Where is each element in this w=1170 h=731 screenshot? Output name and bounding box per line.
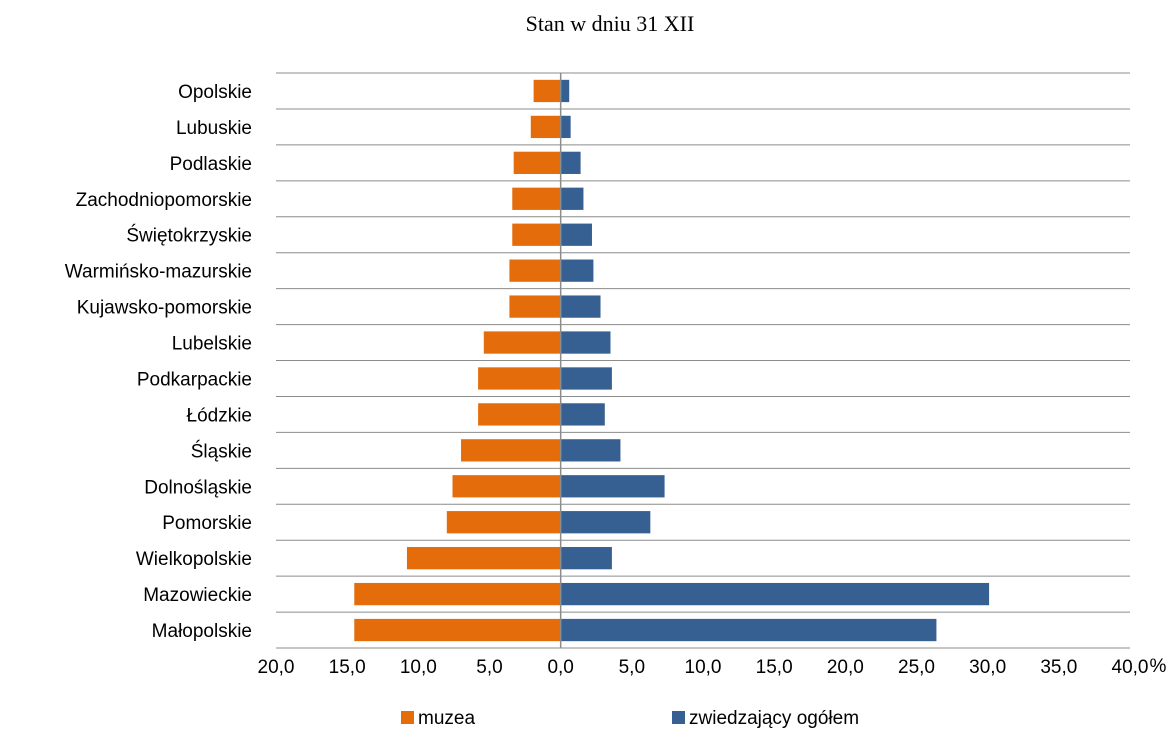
bar-muzea bbox=[512, 223, 561, 246]
category-label: Wielkopolskie bbox=[136, 549, 252, 570]
bar-muzea bbox=[509, 295, 561, 318]
bar-zwiedzajacy bbox=[560, 115, 571, 139]
x-tick-label: 5,0 bbox=[619, 657, 645, 678]
legend-swatch bbox=[672, 711, 685, 724]
bar-zwiedzajacy bbox=[560, 511, 651, 534]
bar-muzea bbox=[533, 79, 561, 103]
x-tick-label: 35,0 bbox=[1040, 657, 1077, 678]
bar-zwiedzajacy bbox=[560, 331, 611, 354]
category-label: Opolskie bbox=[178, 82, 252, 103]
x-tick-label: 15,0 bbox=[756, 657, 793, 678]
bar-muzea bbox=[509, 259, 561, 282]
x-tick-label: 10,0 bbox=[400, 657, 437, 678]
bar-muzea bbox=[446, 511, 561, 534]
category-label: Łódzkie bbox=[187, 405, 253, 426]
bar-zwiedzajacy bbox=[560, 367, 612, 390]
bar-muzea bbox=[478, 403, 561, 426]
bars bbox=[354, 79, 990, 642]
bar-muzea bbox=[461, 439, 561, 462]
x-tick-label: 5,0 bbox=[476, 657, 502, 678]
bar-muzea bbox=[452, 475, 561, 498]
bar-zwiedzajacy bbox=[560, 618, 937, 642]
x-tick-label: 20,0 bbox=[258, 657, 295, 678]
chart-title: Stan w dniu 31 XII bbox=[526, 11, 695, 36]
x-tick-label: 20,0 bbox=[827, 657, 864, 678]
category-label: Śląskie bbox=[191, 440, 252, 462]
category-label: Lubuskie bbox=[176, 118, 252, 139]
bar-muzea bbox=[354, 582, 561, 606]
bar-muzea bbox=[512, 187, 561, 210]
bar-muzea bbox=[513, 151, 561, 174]
legend-label: zwiedzający ogółem bbox=[689, 708, 859, 729]
category-label: Świętokrzyskie bbox=[126, 225, 252, 247]
bar-zwiedzajacy bbox=[560, 223, 592, 246]
category-label: Pomorskie bbox=[162, 513, 252, 534]
category-label: Warmińsko-mazurskie bbox=[65, 262, 252, 283]
gridlines bbox=[276, 72, 1130, 649]
bar-zwiedzajacy bbox=[560, 439, 621, 462]
category-label: Dolnośląskie bbox=[144, 477, 252, 498]
legend-swatch bbox=[401, 711, 414, 724]
category-labels: Opolskie Lubuskie Podlaskie Zachodniopomors… bbox=[65, 82, 252, 642]
x-tick-label: 40,0 bbox=[1112, 657, 1149, 678]
legend-label: muzea bbox=[418, 708, 475, 729]
bar-zwiedzajacy bbox=[560, 403, 605, 426]
category-label: Lubelskie bbox=[172, 334, 252, 355]
bar-zwiedzajacy bbox=[560, 79, 570, 103]
category-label: Podlaskie bbox=[170, 154, 252, 175]
category-label: Podkarpackie bbox=[137, 369, 252, 390]
bar-muzea bbox=[406, 547, 561, 570]
category-label: Małopolskie bbox=[152, 621, 252, 642]
bar-muzea bbox=[530, 115, 561, 139]
bar-muzea bbox=[354, 618, 561, 642]
x-tick-label: 0,0 bbox=[547, 657, 573, 678]
x-tick-label: 25,0 bbox=[898, 657, 935, 678]
legend: muzea zwiedzający ogółem bbox=[401, 708, 859, 729]
category-label: Mazowieckie bbox=[143, 585, 252, 606]
bar-zwiedzajacy bbox=[560, 475, 665, 498]
category-label: Zachodniopomorskie bbox=[76, 190, 252, 211]
bar-zwiedzajacy bbox=[560, 582, 990, 606]
bar-muzea bbox=[478, 367, 561, 390]
bar-muzea bbox=[483, 331, 561, 354]
bar-zwiedzajacy bbox=[560, 187, 584, 210]
bar-zwiedzajacy bbox=[560, 259, 594, 282]
x-tick-label: 15,0 bbox=[329, 657, 366, 678]
bar-zwiedzajacy bbox=[560, 295, 601, 318]
bar-zwiedzajacy bbox=[560, 547, 612, 570]
x-tick-label: 10,0 bbox=[685, 657, 722, 678]
unit-label: % bbox=[1150, 656, 1167, 677]
category-label: Kujawsko-pomorskie bbox=[77, 298, 252, 319]
x-tick-label: 30,0 bbox=[969, 657, 1006, 678]
x-tick-labels: 20,0 15,0 10,0 5,0 0,0 5,0 10,0 15,0 20,0 25,0 30,… bbox=[258, 657, 1149, 678]
bar-zwiedzajacy bbox=[560, 151, 581, 174]
